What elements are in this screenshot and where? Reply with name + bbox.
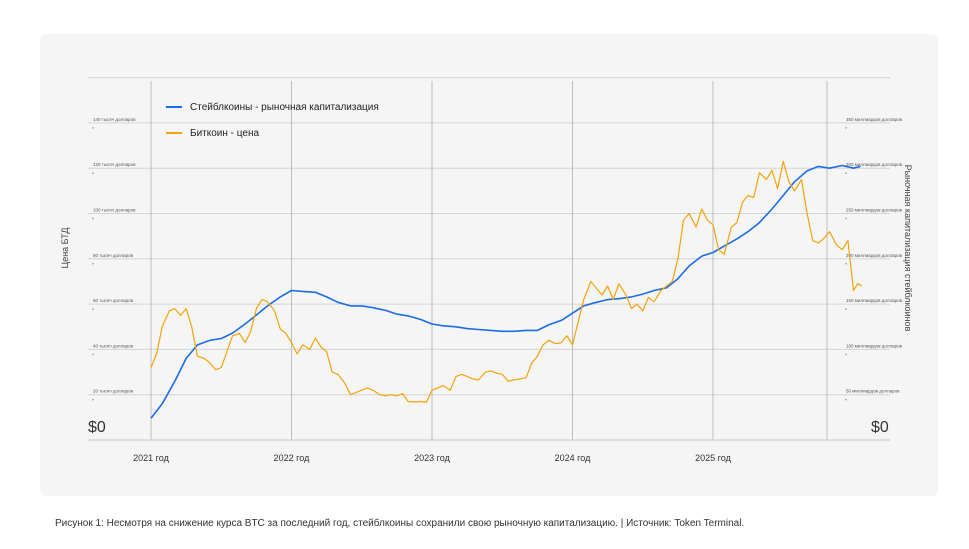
x-tick-label: 2023 год <box>414 453 450 463</box>
right-tick-dot <box>845 263 847 265</box>
x-tick-label: 2022 год <box>274 453 310 463</box>
right-tick-label: 300 миллиардов долларов <box>846 162 903 167</box>
chart: 20 тысяч долларов 40 тысяч долларов 60 тыс… <box>60 77 913 463</box>
left-axis-title: Цена БТД <box>60 228 70 269</box>
x-tick-label: 2025 год <box>695 453 731 463</box>
right-tick-dot <box>845 172 847 174</box>
left-axis-ticks: 20 тысяч долларов 40 тысяч долларов 60 тыс… <box>92 117 136 401</box>
left-tick-label: 100 тысяч долларов <box>93 208 136 213</box>
legend: Стейблкоины - рыночная капитализация Бит… <box>166 101 379 139</box>
legend-item-bitcoin: Биткоин - цена <box>166 128 259 139</box>
left-tick-dot <box>92 127 94 129</box>
x-axis-labels: 2021 год 2022 год 2023 год 2024 год 2025 год <box>133 453 731 463</box>
left-tick-dot <box>92 263 94 265</box>
right-tick-label: 250 миллиардов долларов <box>846 208 903 213</box>
right-tick-dot <box>845 353 847 356</box>
left-tick-label: 20 тысяч долларов <box>93 389 134 394</box>
series-lines <box>150 160 863 419</box>
right-tick-label: 100 миллиардов долларов <box>846 343 903 348</box>
left-tick-dot <box>92 217 94 220</box>
right-tick-label: 200 миллиардов долларов <box>846 253 903 258</box>
right-tick-dot <box>845 308 847 310</box>
right-tick-label: 50 миллиардов долларов <box>846 389 900 394</box>
left-tick-label: 140 тысяч долларов <box>93 117 136 122</box>
x-tick-label: 2021 год <box>133 453 169 463</box>
left-tick-dot <box>92 172 94 174</box>
gridlines <box>88 77 890 441</box>
left-tick-dot <box>92 308 94 310</box>
right-axis-title: Рыночная капитализация стейблкоинов <box>903 165 913 332</box>
left-tick-label: 120 тысяч долларов <box>93 162 136 167</box>
right-tick-dot <box>845 127 847 129</box>
legend-label-stablecoins: Стейблкоины - рыночная капитализация <box>190 101 379 113</box>
left-tick-label: 40 тысяч долларов <box>93 343 134 348</box>
series-line-bitcoin <box>150 160 863 403</box>
left-tick-dot <box>92 399 94 401</box>
right-tick-label: 350 миллиардов долларов <box>846 117 903 122</box>
right-zero-label: $0 <box>871 419 889 436</box>
left-tick-label: 60 тысяч долларов <box>93 298 134 303</box>
legend-label-bitcoin: Биткоин - цена <box>190 128 259 139</box>
left-tick-label: 80 тысяч долларов <box>93 253 134 258</box>
right-tick-dot <box>845 399 847 401</box>
right-tick-label: 150 миллиардов долларов <box>846 298 903 303</box>
left-zero-label: $0 <box>88 419 106 436</box>
series-line-stablecoins <box>150 164 861 419</box>
left-tick-dot <box>92 353 94 356</box>
right-tick-dot <box>845 217 847 220</box>
figure-caption: Рисунок 1: Несмотря на снижение курса BT… <box>55 518 745 529</box>
chart-panel <box>40 34 938 496</box>
x-tick-label: 2024 год <box>555 453 591 463</box>
right-axis-ticks: 50 миллиардов долларов 100 миллиардов дол… <box>845 117 903 401</box>
legend-item-stablecoins: Стейблкоины - рыночная капитализация <box>166 101 379 113</box>
